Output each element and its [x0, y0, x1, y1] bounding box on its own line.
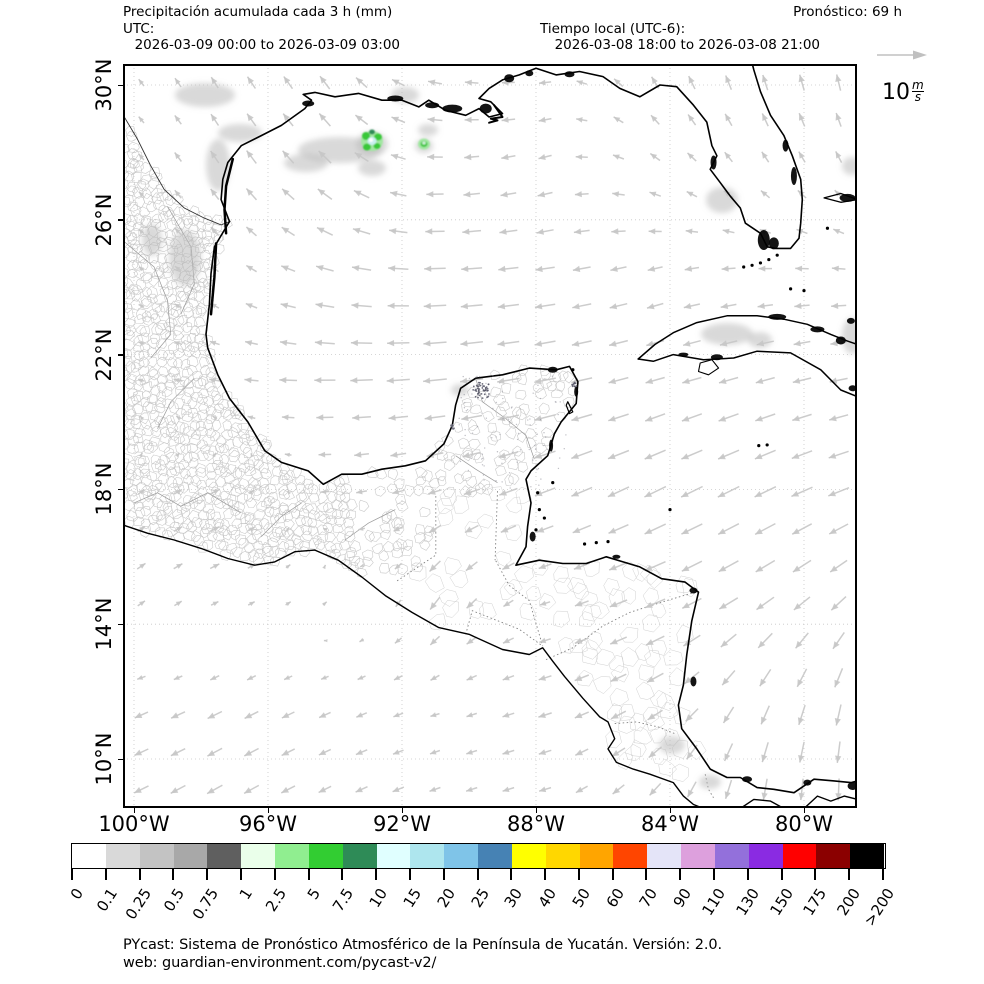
x-tick-mark	[669, 808, 671, 813]
colorbar-segment	[714, 844, 750, 868]
graticule	[123, 64, 857, 808]
x-tick-mark	[133, 808, 135, 813]
colorbar-tick	[206, 869, 209, 880]
colorbar-segment	[782, 844, 817, 868]
colorbar-tick	[814, 869, 817, 880]
x-tick-label: 100°W	[98, 812, 170, 836]
y-tick-mark	[118, 488, 123, 491]
colorbar-segment	[207, 844, 242, 868]
y-tick-mark	[118, 84, 123, 86]
colorbar-segment	[748, 844, 783, 868]
y-tick-label: 30°N	[92, 58, 116, 112]
y-tick-label: 14°N	[92, 597, 116, 651]
colorbar-segment	[105, 844, 141, 868]
colorbar-tick	[138, 869, 141, 880]
colorbar-tick	[239, 869, 242, 880]
wind-reference-label: 10 m s	[882, 78, 924, 105]
colorbar-tick	[848, 869, 851, 880]
wind-arrows	[133, 74, 850, 801]
colorbar-tick	[341, 869, 344, 880]
colorbar-segment	[816, 844, 851, 868]
map-layers	[123, 64, 857, 808]
colorbar-segment	[850, 844, 885, 868]
colorbar-segment	[173, 844, 208, 868]
colorbar-tick	[544, 869, 547, 880]
colorbar-segment	[579, 844, 614, 868]
colorbar-segment	[376, 844, 411, 868]
colorbar-tick	[476, 869, 479, 880]
colorbar-tick	[611, 869, 614, 880]
precipitation-colorbar	[71, 843, 886, 869]
colorbar-tick	[375, 869, 378, 880]
map-frame	[123, 64, 857, 808]
y-tick-label: 26°N	[92, 193, 116, 247]
x-tick-mark	[535, 808, 537, 813]
colorbar-segment	[478, 844, 513, 868]
coastlines	[123, 64, 857, 808]
colorbar-tick	[510, 869, 513, 880]
city-speckle	[450, 375, 578, 489]
colorbar-tick	[71, 869, 73, 880]
colorbar-segment	[275, 844, 310, 868]
colorbar-tick	[104, 869, 107, 880]
colorbar-tick	[780, 869, 783, 880]
utc-range: 2026-03-09 00:00 to 2026-03-09 03:00	[126, 37, 401, 53]
y-tick-mark	[118, 758, 123, 760]
colorbar-segment	[241, 844, 276, 868]
wind-reference-arrow-icon	[877, 50, 927, 60]
colorbar-tick	[307, 869, 310, 880]
colorbar-segment	[410, 844, 445, 868]
colorbar-tick	[577, 869, 580, 880]
colorbar-segment	[308, 844, 344, 868]
wind-speed-value: 10	[882, 80, 910, 105]
islands-and-cays	[302, 70, 857, 790]
forecast-map	[123, 64, 857, 808]
forecast-hour-label: Pronóstico: 69 h	[793, 4, 902, 20]
y-tick-label: 18°N	[92, 462, 116, 516]
x-tick-label: 88°W	[507, 812, 565, 836]
colorbar-tick	[645, 869, 648, 880]
x-tick-label: 96°W	[239, 812, 297, 836]
map-title: Precipitación acumulada cada 3 h (mm)	[123, 4, 393, 20]
colorbar-tick	[442, 869, 445, 880]
colorbar-tick	[746, 869, 749, 880]
state-boundaries	[123, 206, 535, 541]
precipitation-rain-cells	[361, 129, 430, 151]
colorbar-segment	[545, 844, 580, 868]
y-tick-mark	[118, 219, 123, 221]
local-time-range: 2026-03-08 18:00 to 2026-03-08 21:00	[546, 37, 821, 53]
colorbar-tick	[273, 869, 276, 880]
x-tick-mark	[401, 808, 403, 813]
colorbar-tick	[679, 869, 682, 880]
us-mexico-border	[123, 113, 230, 226]
y-tick-label: 10°N	[92, 732, 116, 786]
x-tick-label: 84°W	[641, 812, 699, 836]
colorbar-segment	[647, 844, 682, 868]
utc-label: UTC:	[123, 21, 155, 37]
colorbar-segment	[511, 844, 547, 868]
local-time-label: Tiempo local (UTC-6):	[540, 21, 686, 37]
footer-credit: PYcast: Sistema de Pronóstico Atmosféric…	[123, 937, 722, 953]
colorbar-segment	[444, 844, 479, 868]
colorbar-tick	[713, 869, 716, 880]
x-tick-mark	[267, 808, 269, 813]
y-tick-mark	[118, 354, 123, 356]
x-tick-label: 80°W	[775, 812, 833, 836]
colorbar-segment	[342, 844, 377, 868]
x-tick-mark	[803, 808, 805, 813]
colorbar-segment	[139, 844, 174, 868]
colorbar-segment	[72, 844, 107, 868]
colorbar-segment	[613, 844, 648, 868]
colorbar-tick	[172, 869, 175, 880]
y-tick-mark	[118, 623, 123, 626]
y-tick-label: 22°N	[92, 328, 116, 382]
x-tick-label: 92°W	[373, 812, 431, 836]
colorbar-segment	[681, 844, 716, 868]
footer-url: web: guardian-environment.com/pycast-v2/	[123, 955, 437, 971]
colorbar-tick	[408, 869, 411, 880]
colorbar-tick	[882, 869, 884, 880]
